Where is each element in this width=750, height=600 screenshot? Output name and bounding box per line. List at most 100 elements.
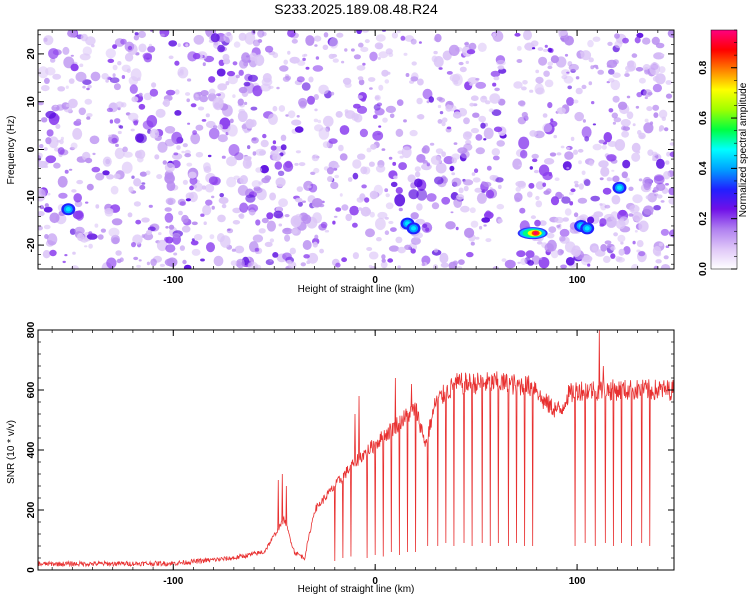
heatmap-noise-blob [42, 250, 51, 259]
heatmap-noise-blob [188, 171, 197, 179]
heatmap-noise-blob [638, 220, 649, 233]
heatmap-noise-blob [218, 197, 229, 204]
heatmap-noise-blob [357, 76, 364, 81]
heatmap-noise-blob [312, 241, 318, 248]
heatmap-noise-blob [366, 147, 372, 153]
heatmap-noise-blob [517, 261, 521, 264]
heatmap-noise-blob [112, 64, 118, 71]
heatmap-noise-blob [84, 98, 93, 105]
heatmap-noise-blob [102, 156, 112, 167]
heatmap-noise-blob [376, 237, 382, 242]
heatmap-noise-blob [191, 238, 195, 242]
heatmap-noise-blob [644, 67, 649, 70]
heatmap-noise-blob [58, 192, 68, 199]
heatmap-noise-blob [474, 187, 483, 193]
tick-label: -100 [163, 576, 183, 587]
heatmap-noise-blob [556, 224, 561, 228]
heatmap-noise-blob [459, 66, 467, 73]
heatmap-noise-blob [466, 251, 474, 258]
heatmap-noise-blob [356, 105, 368, 114]
heatmap-noise-blob [653, 265, 659, 269]
heatmap-noise-blob [651, 36, 660, 46]
heatmap-noise-blob [174, 89, 180, 95]
heatmap-noise-blob [327, 176, 333, 182]
heatmap-noise-blob [610, 79, 621, 91]
heatmap-noise-blob [174, 60, 180, 66]
heatmap-noise-blob [468, 42, 477, 51]
heatmap-noise-blob [86, 183, 94, 191]
heatmap-noise-blob [121, 75, 126, 79]
heatmap-noise-blob [625, 177, 630, 183]
heatmap-noise-blob [407, 174, 416, 183]
heatmap-noise-blob [631, 152, 641, 162]
heatmap-noise-blob [142, 52, 152, 60]
heatmap-noise-blob [636, 240, 644, 248]
heatmap-noise-blob [607, 41, 613, 47]
heatmap-noise-blob [514, 32, 521, 37]
heatmap-noise-blob [235, 74, 240, 79]
heatmap-noise-blob [269, 259, 273, 262]
heatmap-noise-blob [553, 134, 557, 139]
heatmap-noise-blob [592, 143, 602, 151]
heatmap-noise-blob [75, 210, 84, 221]
heatmap-y-axis-title: Frequency (Hz) [6, 116, 17, 185]
heatmap-noise-blob [422, 145, 430, 154]
heatmap-noise-blob [172, 233, 181, 238]
heatmap-noise-blob [141, 234, 145, 238]
heatmap-noise-blob [296, 186, 303, 193]
heatmap-noise-blob [415, 218, 425, 225]
heatmap-noise-blob [191, 248, 201, 256]
heatmap-noise-blob [550, 196, 560, 206]
heatmap-x-axis-title: Height of straight line (km) [298, 284, 415, 295]
heatmap-noise-blob [305, 66, 310, 70]
heatmap-noise-blob [656, 158, 665, 169]
heatmap-noise-blob [234, 245, 245, 254]
heatmap-noise-blob [560, 145, 565, 149]
heatmap-noise-blob [664, 127, 669, 132]
heatmap-noise-blob [133, 120, 139, 126]
heatmap-noise-blob [631, 142, 641, 153]
heatmap-noise-blob [186, 98, 190, 103]
heatmap-noise-blob [611, 169, 615, 172]
heatmap-noise-blob [421, 262, 425, 267]
heatmap-noise-blob [497, 218, 503, 224]
heatmap-noise-blob [470, 220, 479, 228]
heatmap-noise-blob [666, 151, 671, 157]
heatmap-noise-blob [71, 189, 77, 193]
heatmap-noise-blob [277, 170, 285, 176]
heatmap-noise-blob [476, 192, 487, 204]
heatmap-noise-blob [322, 141, 330, 149]
heatmap-noise-blob [262, 133, 267, 139]
heatmap-noise-blob [62, 260, 66, 264]
heatmap-noise-blob [276, 86, 280, 90]
heatmap-noise-blob [287, 30, 296, 38]
heatmap-noise-blob [663, 171, 671, 180]
heatmap-noise-blob [448, 105, 457, 112]
heatmap-noise-blob [156, 174, 163, 180]
tick-label: -20 [26, 237, 37, 252]
heatmap-noise-blob [560, 264, 567, 269]
heatmap-noise-blob [358, 79, 365, 86]
heatmap-noise-blob [108, 227, 120, 237]
heatmap-noise-blob [435, 148, 444, 155]
heatmap-noise-blob [201, 119, 207, 122]
heatmap-noise-blob [335, 262, 341, 268]
heatmap-noise-blob [68, 168, 73, 171]
heatmap-noise-blob [613, 232, 618, 237]
heatmap-noise-blob [97, 234, 104, 240]
heatmap-noise-blob [537, 47, 544, 51]
heatmap-noise-blob [147, 45, 156, 53]
heatmap-noise-blob [663, 255, 669, 260]
heatmap-noise-blob [357, 153, 366, 160]
heatmap-noise-blob [194, 182, 203, 192]
heatmap-noise-blob [225, 81, 230, 86]
heatmap-noise-blob [177, 66, 189, 79]
heatmap-noise-blob [356, 65, 366, 71]
heatmap-noise-blob [626, 111, 634, 120]
heatmap-noise-blob [665, 160, 670, 165]
heatmap-noise-blob [121, 161, 133, 174]
heatmap-noise-blob [421, 163, 432, 171]
heatmap-noise-blob [451, 157, 457, 164]
heatmap-noise-blob [326, 167, 334, 175]
heatmap-noise-blob [516, 45, 522, 51]
